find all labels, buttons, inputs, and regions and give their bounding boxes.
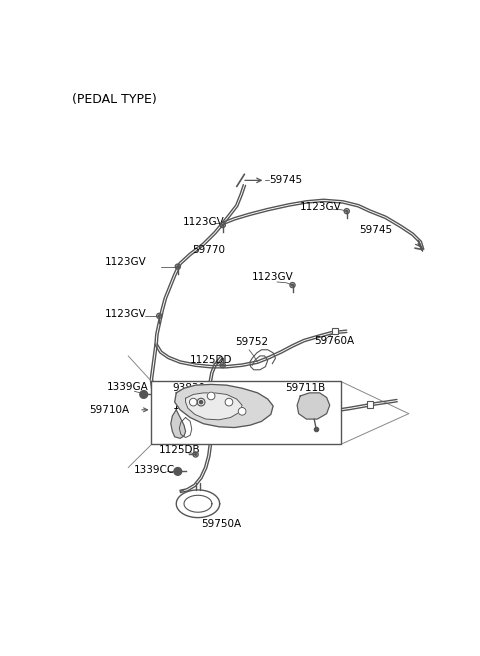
Polygon shape xyxy=(297,393,330,419)
Text: 1339GA: 1339GA xyxy=(107,382,148,392)
Circle shape xyxy=(291,284,293,286)
Text: 1125DB: 1125DB xyxy=(159,445,201,455)
Text: 93830: 93830 xyxy=(172,383,205,393)
Circle shape xyxy=(177,266,179,268)
Text: 59745: 59745 xyxy=(269,175,302,186)
Text: 59770: 59770 xyxy=(192,245,225,255)
Bar xyxy=(367,401,373,407)
Circle shape xyxy=(190,398,197,406)
Circle shape xyxy=(195,453,196,455)
Circle shape xyxy=(200,401,203,403)
Circle shape xyxy=(222,224,224,226)
Text: 1125DD: 1125DD xyxy=(190,355,233,365)
Text: 59710A: 59710A xyxy=(89,405,130,415)
Circle shape xyxy=(140,390,147,398)
Text: 1339CC: 1339CC xyxy=(133,465,175,475)
Text: 59750A: 59750A xyxy=(201,519,241,529)
Circle shape xyxy=(238,407,246,415)
Circle shape xyxy=(346,210,348,212)
Bar xyxy=(332,328,338,335)
Circle shape xyxy=(174,468,181,475)
Circle shape xyxy=(222,364,224,366)
Text: (PEDAL TYPE): (PEDAL TYPE) xyxy=(72,92,156,106)
Bar xyxy=(152,381,340,445)
Text: 59711B: 59711B xyxy=(285,383,325,393)
Text: 1123GV: 1123GV xyxy=(105,308,147,319)
Circle shape xyxy=(207,392,215,400)
Text: 1231DB: 1231DB xyxy=(172,401,214,411)
Text: 59760A: 59760A xyxy=(314,335,354,346)
Text: 59745: 59745 xyxy=(359,224,392,235)
Text: 1123GV: 1123GV xyxy=(300,201,342,211)
Text: 59752: 59752 xyxy=(235,337,268,347)
Polygon shape xyxy=(175,384,273,428)
Polygon shape xyxy=(171,410,186,438)
Text: 1123GV: 1123GV xyxy=(105,257,147,267)
Text: 1123GV: 1123GV xyxy=(182,217,224,227)
Text: 1123GV: 1123GV xyxy=(252,272,294,282)
Polygon shape xyxy=(186,393,242,420)
Circle shape xyxy=(225,398,233,406)
Circle shape xyxy=(158,315,160,317)
